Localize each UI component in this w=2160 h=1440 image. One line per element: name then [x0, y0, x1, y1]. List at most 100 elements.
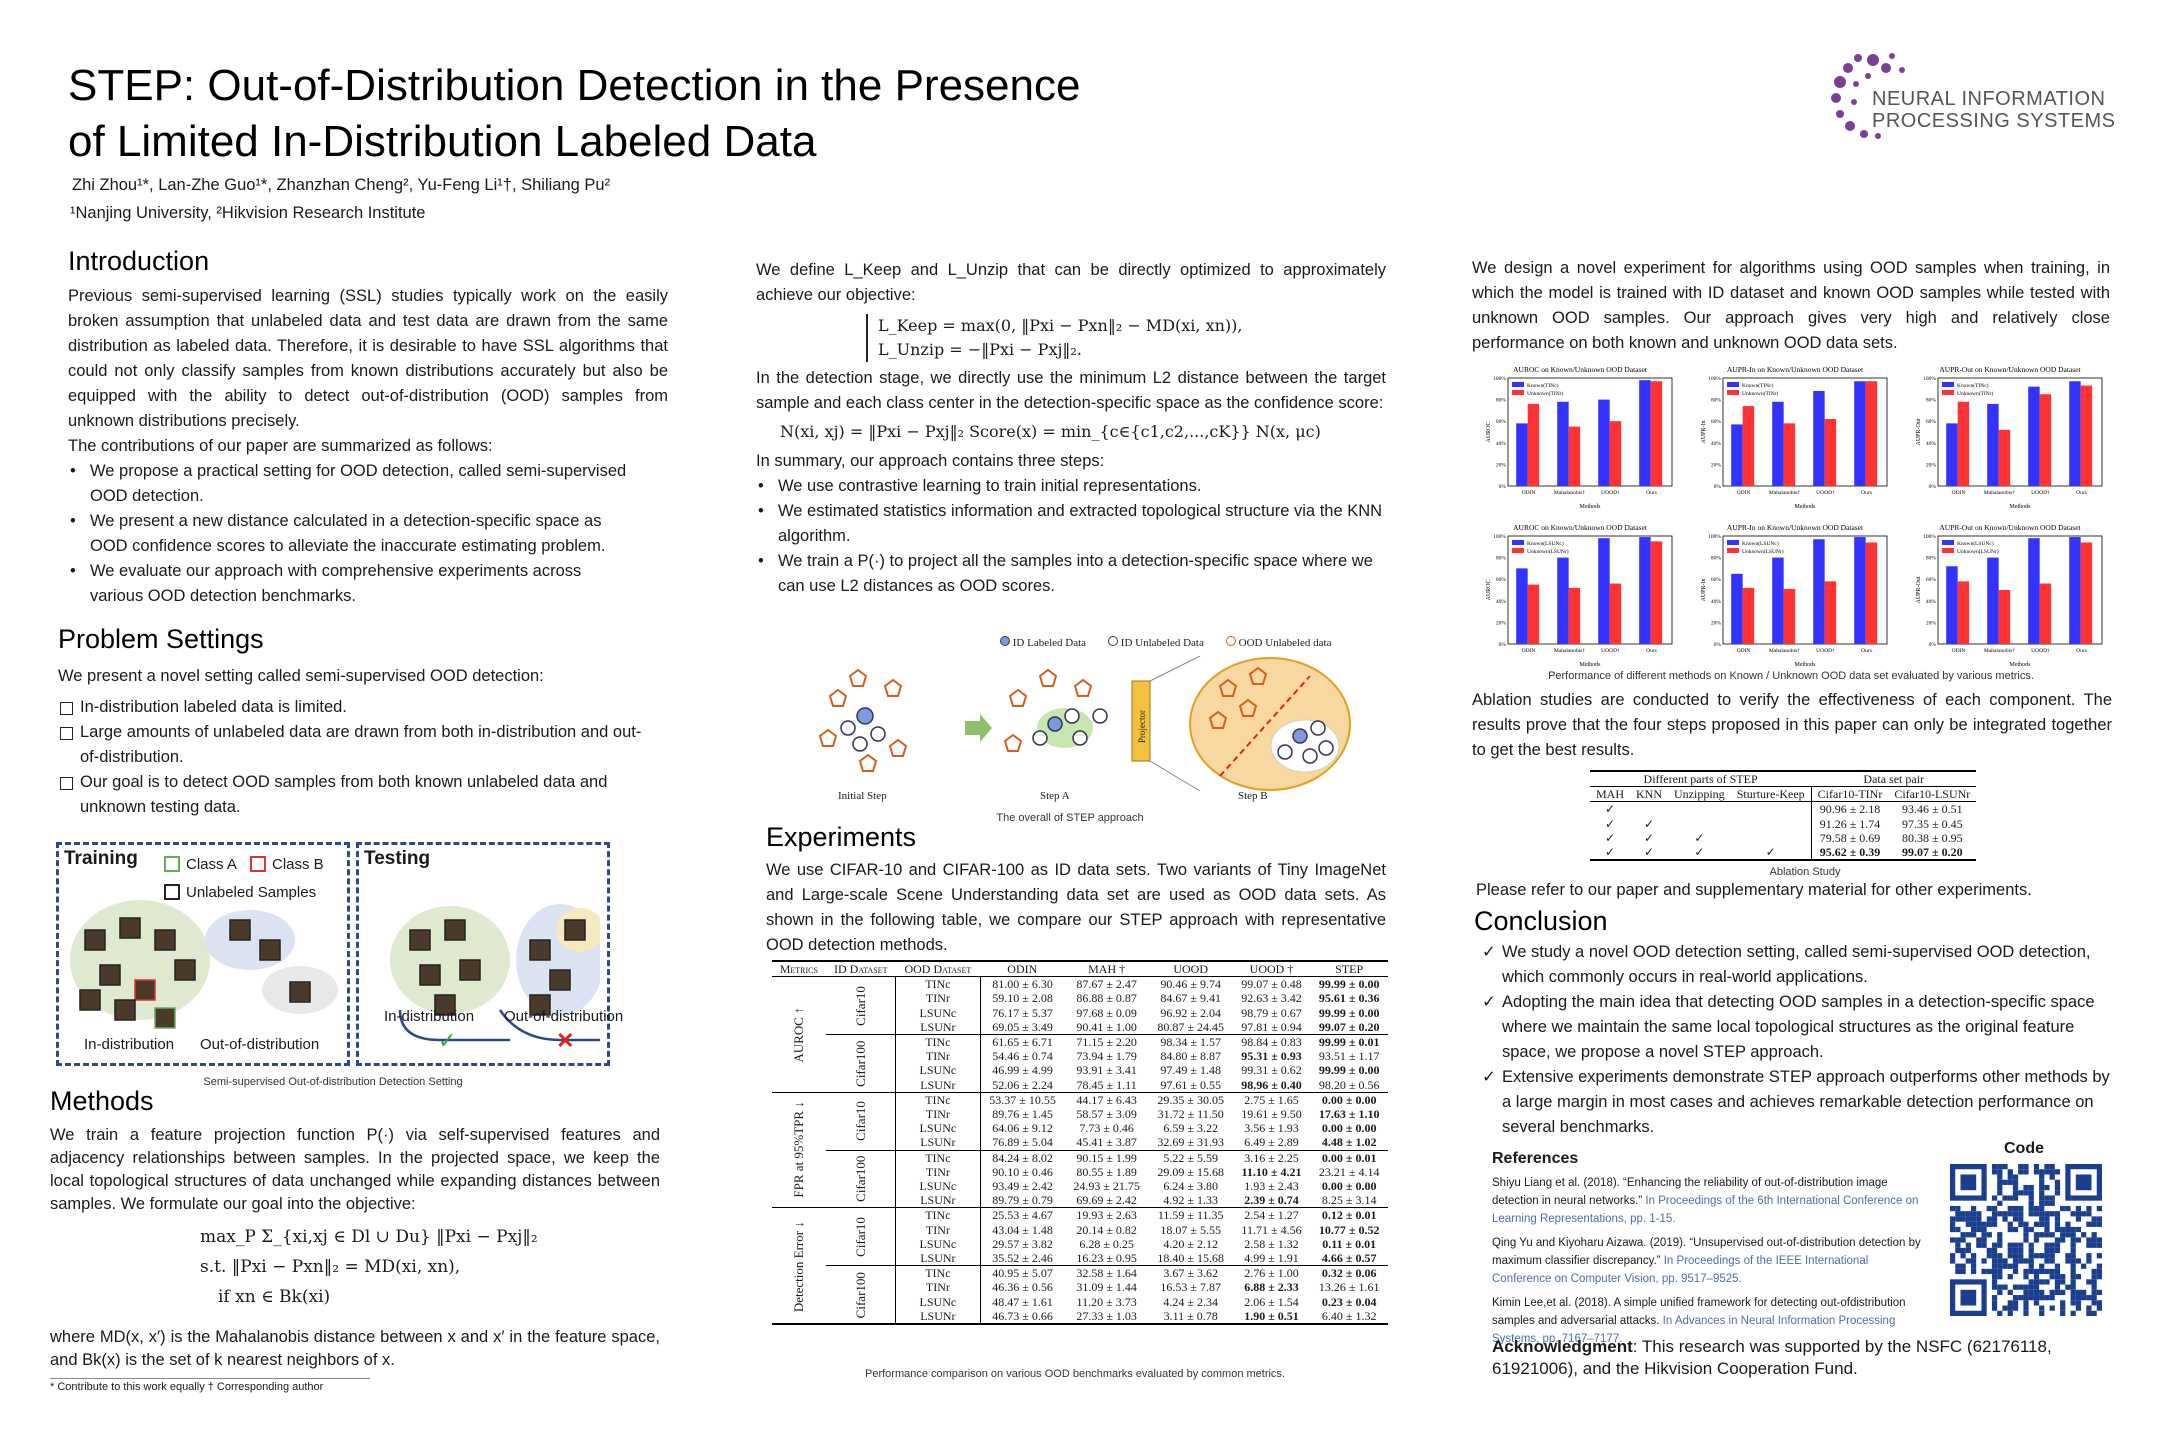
ood-dataset-cell: LSUNr: [895, 1193, 981, 1208]
legend-label: Unknown(TINr): [1742, 390, 1779, 397]
ablation-caption: Ablation Study: [1769, 866, 1841, 878]
category-label: UOOD†: [2031, 490, 2050, 496]
value-cell: 61.65 ± 6.71: [992, 1035, 1053, 1050]
legend-swatch: [1942, 390, 1954, 395]
bar: [1598, 538, 1610, 644]
table-row: ✓ ✓ 91.26 ± 1.74 97.35 ± 0.45: [1604, 816, 1963, 831]
value-cell: 54.46 ± 0.74: [992, 1049, 1053, 1064]
value-cell: 18.07 ± 5.55: [1160, 1222, 1221, 1237]
bar: [2028, 538, 2040, 644]
value-cell: 16.23 ± 0.95: [1076, 1251, 1137, 1266]
bar: [1865, 542, 1878, 644]
tick-label: 60%: [1496, 577, 1507, 583]
table-header: OOD Dataset: [904, 962, 972, 976]
neurips-logo: NEURAL INFORMATION PROCESSING SYSTEMS: [1818, 40, 2148, 150]
tick-label: 20%: [1711, 462, 1722, 468]
value-cell: 11.59 ± 11.35: [1157, 1208, 1224, 1223]
value-cell: 71.15 ± 2.20: [1076, 1035, 1137, 1050]
detect-text: In the detection stage, we directly use …: [756, 369, 1386, 412]
legend-label: Known(LSUNc): [1527, 540, 1564, 547]
axis-label: AUPR-Out: [1916, 576, 1922, 603]
table-row: Detection Error ↓ Cifar10 TINc 25.53 ± 4.67…: [772, 1207, 1388, 1312]
value-cell: 90.15 ± 1.99: [1076, 1150, 1137, 1165]
legend-swatch: [1727, 390, 1739, 395]
bar: [1772, 401, 1784, 486]
value-cell: 96.92 ± 2.04: [1160, 1005, 1221, 1020]
value-cell: 31.72 ± 11.50: [1157, 1107, 1224, 1122]
bar: [1813, 390, 1825, 486]
chart-title: AUROC on Known/Unknown OOD Dataset: [1513, 365, 1648, 374]
value-cell: 52.06 ± 2.24: [992, 1077, 1053, 1092]
plot-frame: [1722, 377, 1888, 487]
value-cell: 3.11 ± 0.78: [1163, 1308, 1218, 1323]
category-label: UOOD†: [1601, 490, 1620, 496]
value-cell: 29.57 ± 3.82: [992, 1236, 1053, 1251]
list-item: Extensive experiments demonstrate STEP a…: [1480, 1065, 2110, 1140]
value-cell: 4.99 ± 1.91: [1244, 1251, 1299, 1266]
step-approach-diagram: [818, 656, 1351, 792]
tick-label: 80%: [1496, 398, 1507, 404]
legend-label: Known(TINc): [1742, 382, 1774, 389]
value-cell: 31.09 ± 1.44: [1076, 1280, 1137, 1295]
table-row: LSUNr 46.73 ± 0.66 27.33 ± 1.03 3.11 ± 0.78…: [772, 1308, 1388, 1325]
tick-label: 80%: [1711, 556, 1722, 562]
legend-swatch: [1942, 548, 1954, 553]
table-row: TINr 43.04 ± 1.48 20.14 ± 0.82 18.07 ± 5.55…: [772, 1222, 1388, 1237]
axis-label: Methods: [1795, 504, 1817, 510]
bar: [1813, 539, 1825, 644]
loss-equations: L_Keep = max(0, ‖Pxi − Pxn‖₂ − MD(xi, xn…: [866, 314, 1386, 362]
category-label: UOOD†: [1816, 490, 1835, 496]
bar: [1957, 401, 1970, 486]
bar: [2028, 386, 2040, 486]
tick-label: 40%: [1711, 599, 1722, 605]
methods-heading: Methods: [50, 1086, 154, 1116]
table-header: MAH †: [1088, 962, 1126, 976]
list-item: In-distribution labeled data is limited.: [58, 695, 658, 720]
value-cell: 29.35 ± 30.05: [1157, 1092, 1224, 1107]
value-cell: 6.88 ± 2.33: [1244, 1280, 1299, 1295]
category-label: Mahalanobis†: [1554, 648, 1585, 654]
value-cell: 6.49 ± 2.89: [1244, 1135, 1299, 1150]
class-b-swatch: [250, 856, 266, 872]
value-cell: 84.67 ± 9.41: [1160, 991, 1221, 1006]
value-cell: 3.67 ± 3.62: [1163, 1266, 1218, 1281]
tick-label: 60%: [1711, 419, 1722, 425]
ood-dataset-cell: TINc: [895, 1092, 981, 1108]
bar: [1639, 537, 1651, 644]
value-cell: 11.20 ± 3.73: [1076, 1294, 1137, 1309]
value-cell: 8.25 ± 3.14: [1321, 1193, 1377, 1208]
value-cell: 25.53 ± 4.67: [992, 1208, 1053, 1223]
tick-label: 40%: [1496, 599, 1507, 605]
summary-text: In summary, our approach contains three …: [756, 452, 1105, 470]
value-cell: 81.00 ± 6.30: [992, 977, 1053, 992]
out-dist-label: Out-of-distribution: [200, 1036, 320, 1053]
category-label: ODIN: [1737, 648, 1751, 654]
tick-label: 20%: [1496, 620, 1507, 626]
qr-code[interactable]: [1950, 1164, 2102, 1316]
bar: [1854, 381, 1866, 486]
category-label: Ours: [1646, 490, 1657, 496]
category-label: Ours: [2076, 490, 2087, 496]
value-cell: 80.87 ± 24.45: [1157, 1019, 1224, 1034]
table-header: UOOD: [1173, 962, 1208, 976]
bar: [1650, 381, 1663, 486]
bar: [2069, 537, 2081, 644]
value-cell: 0.00 ± 0.00: [1321, 1179, 1377, 1194]
bar-chart: AUROC on Known/Unknown OOD Dataset 0% 20% 4…: [1486, 365, 1673, 510]
bar: [1865, 381, 1878, 486]
table-header: ODIN: [1007, 962, 1038, 976]
list-item: We propose a practical setting for OOD d…: [68, 459, 628, 509]
bar: [1854, 537, 1866, 644]
axis-label: Methods: [1580, 662, 1602, 668]
plot-frame: [1507, 377, 1673, 487]
value-cell: 99.99 ± 0.00: [1318, 1005, 1380, 1020]
bar: [1987, 403, 1999, 486]
legend-label: Known(LSUNc): [1742, 540, 1779, 547]
value-cell: 6.59 ± 3.22: [1163, 1121, 1218, 1136]
step-a-label: Step A: [1040, 790, 1070, 802]
ood-dataset-cell: TINc: [895, 1265, 981, 1281]
setting-caption: Semi-supervised Out-of-distribution Dete…: [203, 1076, 463, 1088]
methods-text: We train a feature projection function P…: [50, 1126, 660, 1213]
table-row: Cifar100 TINc 40.95 ± 5.07 32.58 ± 1.64 3.67…: [772, 1265, 1388, 1325]
where-text: where MD(x, x′) is the Mahalanobis dista…: [50, 1328, 660, 1369]
